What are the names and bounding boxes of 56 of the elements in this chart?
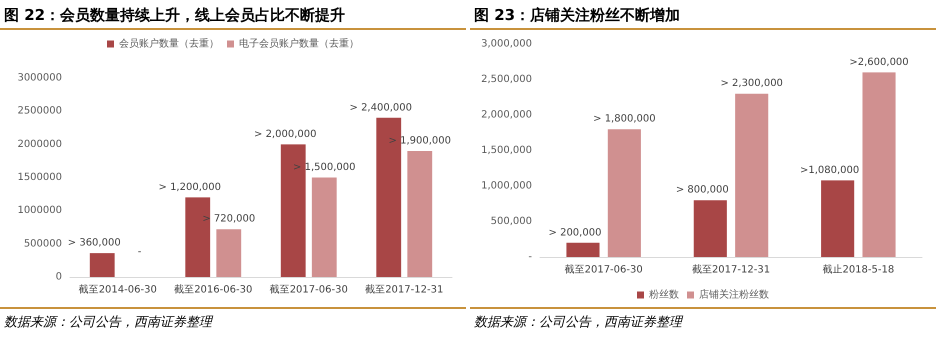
- annotation: -: [138, 246, 142, 258]
- bar: [821, 180, 854, 257]
- y-tick-label: 3000000: [17, 72, 62, 84]
- data-label: > 2,400,000: [350, 102, 412, 114]
- y-tick-label: -: [528, 252, 532, 262]
- bar: [608, 129, 641, 257]
- bar: [735, 94, 768, 257]
- x-tick-label: 截至2017-06-30: [564, 264, 643, 276]
- y-tick-label: 2000000: [17, 138, 62, 150]
- data-label: >2,600,000: [849, 56, 909, 68]
- x-tick-label: 截至2017-12-31: [692, 264, 770, 276]
- chart-title: 图 22：会员数量持续上升，线上会员占比不断提升: [0, 0, 466, 30]
- x-tick-label: 截至2017-06-30: [270, 284, 348, 296]
- y-tick-label: 2500000: [17, 106, 62, 117]
- data-label: > 1,500,000: [293, 162, 356, 173]
- data-label: > 360,000: [68, 238, 121, 249]
- y-tick-label: 1000000: [17, 205, 62, 216]
- data-label: > 800,000: [676, 184, 729, 196]
- y-tick-label: 1500000: [17, 172, 62, 183]
- y-tick-label: 500,000: [490, 216, 532, 227]
- data-label: > 2,000,000: [254, 128, 316, 140]
- data-label: >1,080,000: [800, 164, 860, 176]
- y-tick-label: 2,000,000: [481, 110, 532, 120]
- data-label: > 2,300,000: [720, 78, 783, 90]
- bar: [376, 118, 402, 277]
- bar: [694, 200, 727, 257]
- bar: [216, 229, 242, 277]
- y-tick-label: 2,500,000: [481, 74, 532, 85]
- y-tick-label: 0: [56, 272, 62, 282]
- x-tick-label: 截止2018-5-18: [822, 264, 894, 276]
- bar: [90, 253, 115, 277]
- bar: [407, 150, 432, 277]
- x-tick-label: 截至2014-06-30: [78, 284, 157, 296]
- y-tick-label: 1,500,000: [481, 145, 532, 156]
- source-note: 数据来源：公司公告，西南证券整理: [474, 314, 684, 331]
- y-tick-label: 500000: [24, 238, 62, 250]
- data-label: > 200,000: [548, 227, 602, 238]
- legend-label: 粉丝数: [649, 288, 679, 300]
- legend-label: 店铺关注粉丝数: [699, 288, 769, 300]
- data-label: > 1,800,000: [593, 114, 656, 125]
- bar: [185, 197, 210, 277]
- legend-label: 电子会员账户数量（去重）: [239, 38, 359, 50]
- x-tick-label: 截至2017-12-31: [365, 284, 444, 296]
- legend-label: 会员账户数量（去重）: [119, 38, 219, 50]
- bar: [312, 178, 337, 277]
- data-label: > 1,200,000: [158, 182, 221, 193]
- bar: [280, 144, 306, 277]
- x-tick-label: 截至2016-06-30: [174, 284, 252, 296]
- source-note: 数据来源：公司公告，西南证券整理: [4, 314, 214, 331]
- data-label: > 720,000: [202, 214, 256, 225]
- y-tick-label: 1,000,000: [481, 180, 532, 192]
- bar: [862, 72, 896, 257]
- y-tick-label: 3,000,000: [481, 38, 532, 50]
- data-label: > 1,900,000: [388, 135, 451, 146]
- bar: [566, 242, 600, 257]
- chart-title: 图 23：店铺关注粉丝不断增加: [470, 0, 936, 30]
